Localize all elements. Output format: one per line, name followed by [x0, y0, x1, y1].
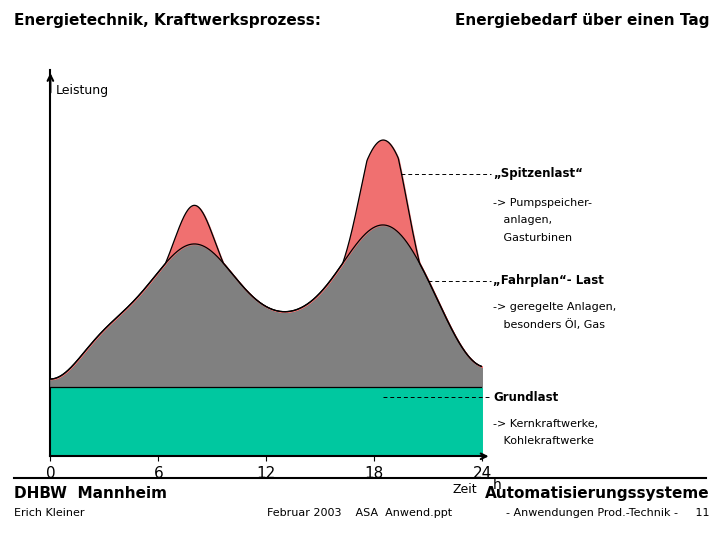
Text: „Spitzenlast“: „Spitzenlast“	[493, 167, 583, 180]
Text: Leistung: Leistung	[56, 84, 109, 97]
Text: -> geregelte Anlagen,: -> geregelte Anlagen,	[493, 302, 616, 312]
Text: Gasturbinen: Gasturbinen	[493, 233, 572, 242]
Text: Zeit: Zeit	[452, 483, 477, 496]
Text: - Anwendungen Prod.-Technik -     11: - Anwendungen Prod.-Technik - 11	[505, 508, 709, 518]
Text: -> Kernkraftwerke,: -> Kernkraftwerke,	[493, 419, 598, 429]
Text: Februar 2003    ASA  Anwend.ppt: Februar 2003 ASA Anwend.ppt	[267, 508, 453, 518]
Text: anlagen,: anlagen,	[493, 215, 552, 225]
Text: „Fahrplan“- Last: „Fahrplan“- Last	[493, 274, 604, 287]
Text: besonders Öl, Gas: besonders Öl, Gas	[493, 320, 606, 330]
Text: Grundlast: Grundlast	[493, 391, 559, 404]
Text: Energiebedarf über einen Tag: Energiebedarf über einen Tag	[455, 14, 709, 29]
Text: h: h	[492, 477, 501, 491]
Text: -> Pumpspeicher-: -> Pumpspeicher-	[493, 198, 593, 208]
Text: Kohlekraftwerke: Kohlekraftwerke	[493, 436, 594, 446]
Text: Automatisierungssysteme: Automatisierungssysteme	[485, 486, 709, 501]
Text: DHBW  Mannheim: DHBW Mannheim	[14, 486, 167, 501]
Text: Energietechnik, Kraftwerksprozess:: Energietechnik, Kraftwerksprozess:	[14, 14, 321, 29]
Text: Erich Kleiner: Erich Kleiner	[14, 508, 85, 518]
